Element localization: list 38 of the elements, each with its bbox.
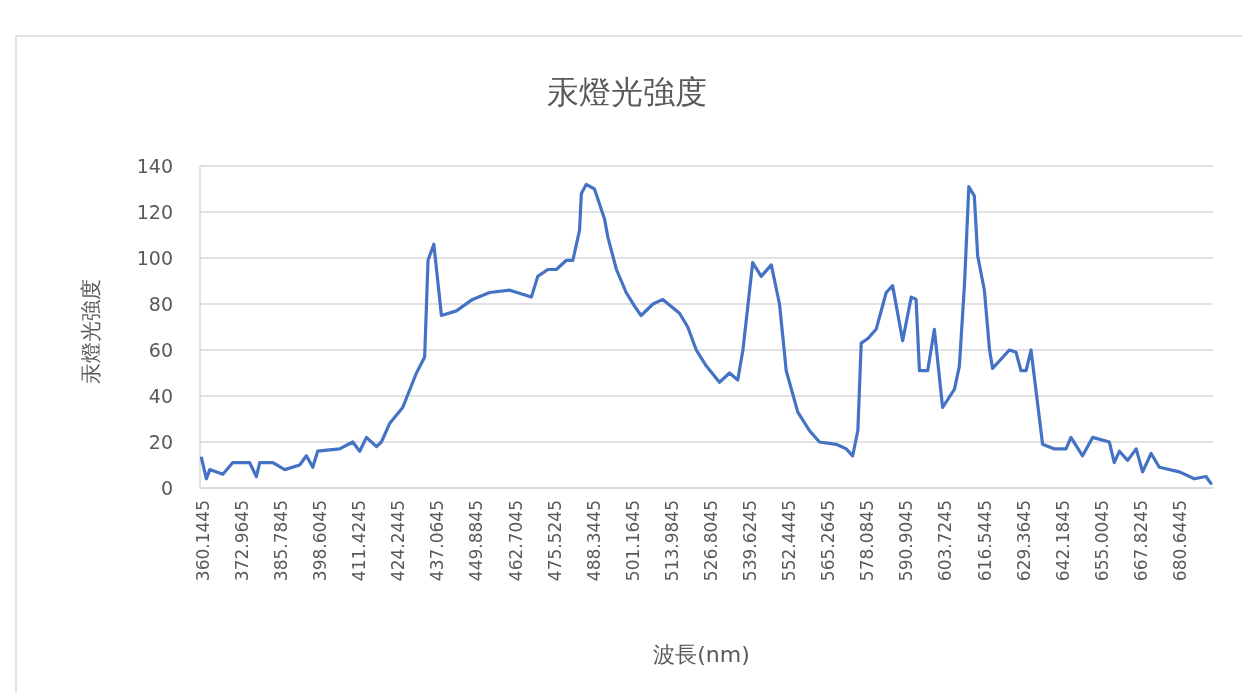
y-tick-label: 20 (148, 431, 173, 453)
y-tick-label: 100 (136, 247, 173, 269)
x-tick-label: 565.2645 (818, 500, 839, 582)
x-tick-label: 385.7845 (271, 500, 292, 582)
line-series (199, 182, 1213, 485)
x-tick-label: 513.9845 (661, 500, 682, 582)
y-tick-label: 60 (148, 339, 173, 361)
y-tick-label: 80 (148, 293, 173, 315)
chart-title: 汞燈光強度 (546, 73, 707, 111)
x-tick-label: 462.7045 (505, 500, 526, 582)
x-tick-label: 667.8245 (1130, 500, 1151, 582)
x-tick-label: 398.6045 (310, 500, 331, 582)
x-tick-label: 552.4445 (779, 500, 800, 582)
x-tick-label: 539.6245 (740, 500, 761, 582)
x-tick-label: 501.1645 (622, 500, 643, 582)
x-tick-label: 411.4245 (349, 500, 370, 582)
x-tick-label: 616.5445 (974, 500, 995, 582)
x-tick-label: 526.8045 (700, 500, 721, 582)
x-tick-label: 655.0045 (1091, 500, 1112, 582)
y-tick-label: 0 (160, 477, 173, 499)
x-tick-label: 578.0845 (857, 500, 878, 582)
x-tick-label: 360.1445 (192, 500, 213, 582)
x-tick-label: 475.5245 (544, 500, 565, 582)
x-tick-label: 488.3445 (583, 500, 604, 582)
x-tick-label: 424.2445 (388, 500, 409, 582)
x-tick-label: 372.9645 (231, 500, 252, 582)
x-axis-title: 波長(nm) (653, 642, 750, 667)
x-tick-label: 449.8845 (466, 500, 487, 582)
x-tick-label: 680.6445 (1169, 500, 1190, 582)
y-tick-label: 120 (136, 201, 173, 223)
y-tick-label: 40 (148, 385, 173, 407)
x-tick-label: 437.0645 (427, 500, 448, 582)
x-tick-label: 590.9045 (896, 500, 917, 582)
x-tick-label: 603.7245 (935, 500, 956, 582)
x-tick-label: 642.1845 (1052, 500, 1073, 582)
x-tick-label: 629.3645 (1013, 500, 1034, 582)
y-axis-title: 汞燈光強度 (79, 278, 103, 384)
y-tick-label: 140 (136, 155, 173, 177)
